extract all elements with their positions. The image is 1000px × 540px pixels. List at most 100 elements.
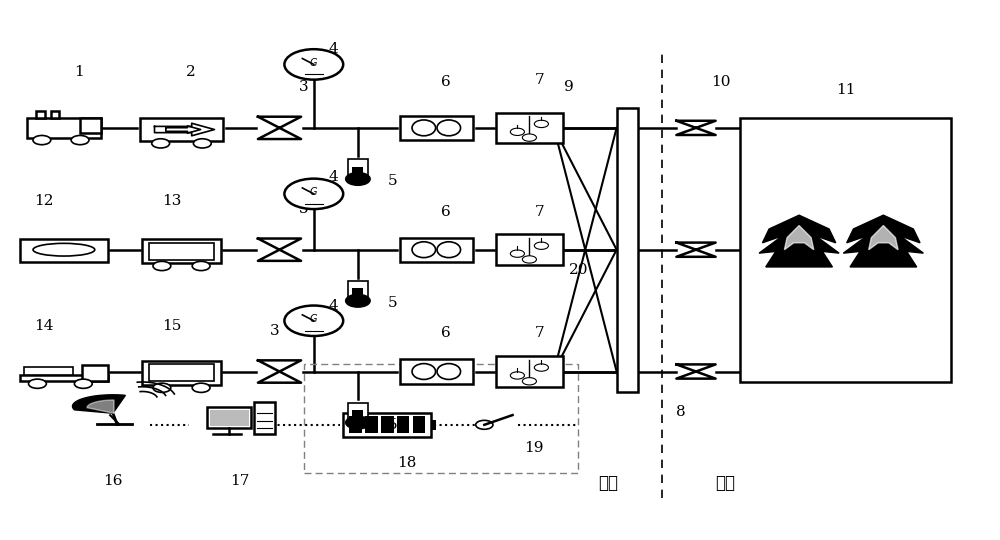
Text: 16: 16 <box>103 474 123 488</box>
Text: 11: 11 <box>836 83 855 97</box>
Circle shape <box>153 261 171 271</box>
Ellipse shape <box>412 242 436 258</box>
Bar <box>397 416 409 433</box>
Circle shape <box>192 383 210 393</box>
Text: G: G <box>310 58 318 68</box>
Bar <box>20 375 108 381</box>
Polygon shape <box>784 226 814 249</box>
Text: 14: 14 <box>35 319 54 333</box>
Circle shape <box>284 179 343 209</box>
Circle shape <box>534 364 548 371</box>
Text: 13: 13 <box>162 194 181 208</box>
Text: 4: 4 <box>329 42 338 56</box>
Circle shape <box>476 420 493 429</box>
Text: 10: 10 <box>711 75 730 89</box>
Ellipse shape <box>33 244 95 256</box>
Ellipse shape <box>437 363 461 380</box>
Text: 5: 5 <box>387 296 397 310</box>
Text: 15: 15 <box>162 319 181 333</box>
Circle shape <box>534 120 548 127</box>
Bar <box>304 364 578 473</box>
Polygon shape <box>87 400 114 413</box>
Bar <box>149 242 214 260</box>
Polygon shape <box>869 226 898 249</box>
Ellipse shape <box>437 242 461 258</box>
Bar <box>207 407 251 428</box>
Bar <box>617 107 638 392</box>
Text: 4: 4 <box>329 170 338 184</box>
Circle shape <box>522 256 536 263</box>
Circle shape <box>522 377 536 385</box>
Bar <box>496 356 563 387</box>
Bar <box>210 410 249 426</box>
Bar <box>80 118 101 133</box>
Circle shape <box>33 136 51 145</box>
Text: 7: 7 <box>534 73 544 86</box>
Circle shape <box>510 372 524 379</box>
Bar <box>20 239 108 262</box>
Text: 6: 6 <box>441 327 451 340</box>
Text: 地下: 地下 <box>715 474 735 492</box>
Text: 7: 7 <box>534 205 544 219</box>
Text: 18: 18 <box>397 456 417 470</box>
Bar <box>400 359 473 384</box>
Bar <box>740 118 951 382</box>
Text: 2: 2 <box>186 65 196 79</box>
Bar <box>352 410 363 422</box>
Bar <box>343 413 431 437</box>
Bar <box>400 116 473 140</box>
Polygon shape <box>72 395 125 413</box>
Circle shape <box>346 416 370 429</box>
Bar <box>51 111 59 118</box>
Text: 5: 5 <box>387 418 397 432</box>
Circle shape <box>74 379 92 388</box>
Circle shape <box>510 250 524 258</box>
Bar <box>496 234 563 265</box>
Circle shape <box>152 139 170 148</box>
Circle shape <box>192 261 210 271</box>
Bar <box>431 420 436 430</box>
Bar <box>254 402 275 434</box>
Circle shape <box>71 136 89 145</box>
Bar <box>496 113 563 143</box>
Bar <box>36 111 45 118</box>
Text: 6: 6 <box>441 205 451 219</box>
Text: 3: 3 <box>270 324 279 338</box>
Text: 6: 6 <box>441 75 451 89</box>
Ellipse shape <box>437 120 461 136</box>
Text: 地面: 地面 <box>598 474 618 492</box>
Text: 3: 3 <box>299 80 309 94</box>
Polygon shape <box>759 215 839 267</box>
Circle shape <box>346 173 370 185</box>
Bar <box>352 166 363 178</box>
Ellipse shape <box>412 363 436 380</box>
Circle shape <box>346 294 370 307</box>
Bar <box>381 416 394 433</box>
Bar <box>365 416 378 433</box>
Ellipse shape <box>412 120 436 136</box>
Circle shape <box>510 128 524 136</box>
Text: G: G <box>310 314 318 324</box>
Circle shape <box>153 383 171 393</box>
Text: 4: 4 <box>329 299 338 313</box>
Text: 8: 8 <box>676 405 686 419</box>
Bar <box>27 118 101 138</box>
Circle shape <box>534 242 548 249</box>
Text: 19: 19 <box>525 441 544 455</box>
Circle shape <box>284 306 343 336</box>
Bar <box>142 361 221 385</box>
Bar <box>140 118 223 141</box>
Text: G: G <box>310 187 318 197</box>
Text: 12: 12 <box>35 194 54 208</box>
Text: 17: 17 <box>231 474 250 488</box>
Bar <box>24 367 73 375</box>
Text: 20: 20 <box>569 263 588 277</box>
Text: 3: 3 <box>299 202 309 216</box>
Bar <box>352 288 363 300</box>
Bar <box>348 403 368 423</box>
Circle shape <box>29 379 46 388</box>
Bar <box>348 281 368 301</box>
Text: 7: 7 <box>534 327 544 340</box>
Circle shape <box>284 49 343 80</box>
Circle shape <box>193 139 211 148</box>
